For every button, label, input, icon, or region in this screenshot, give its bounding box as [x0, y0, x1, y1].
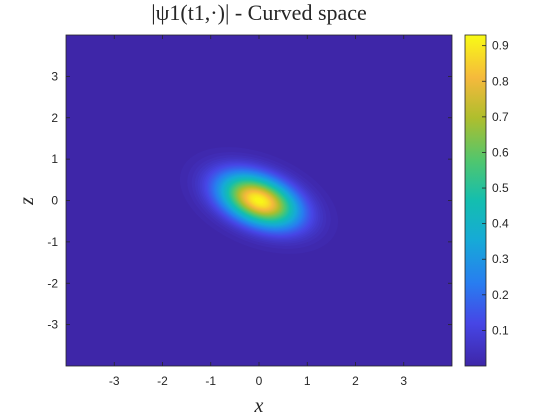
y-tick-label: -2 [47, 276, 58, 290]
colorbar-tick-label: 0.1 [492, 323, 509, 337]
y-tick-label: -1 [47, 235, 58, 249]
colorbar-tick-label: 0.6 [492, 145, 509, 159]
colorbar-tick-label: 0.7 [492, 110, 509, 124]
colorbar-frame [464, 34, 487, 367]
heatmap-level [258, 200, 260, 201]
colorbar-tick-label: 0.9 [492, 39, 509, 53]
x-tick-label: 0 [256, 374, 263, 388]
x-tick-label: 2 [352, 374, 359, 388]
y-tick-label: 0 [51, 194, 58, 208]
colorbar-tick-label: 0.3 [492, 252, 509, 266]
y-axis-label: z [16, 197, 38, 206]
colorbar: 0.1 0.2 0.3 0.4 0.5 0.6 0.7 0.8 0.9 [464, 34, 509, 367]
colorbar-gradient [465, 35, 486, 366]
colorbar-tick-label: 0.5 [492, 181, 509, 195]
x-tick-label: -1 [205, 374, 216, 388]
y-tick-label: -3 [47, 318, 58, 332]
x-tick-label: 1 [304, 374, 311, 388]
x-tick-label: 3 [400, 374, 407, 388]
colorbar-tick-label: 0.4 [492, 217, 509, 231]
x-axis-ticks: -3 -2 -1 0 1 2 3 [109, 35, 407, 388]
y-tick-label: 1 [51, 152, 58, 166]
colorbar-ticks: 0.1 0.2 0.3 0.4 0.5 0.6 0.7 0.8 0.9 [482, 39, 509, 337]
y-axis-ticks: -3 -2 -1 0 1 2 3 [47, 69, 452, 332]
colorbar-tick-label: 0.8 [492, 74, 509, 88]
y-tick-label: 2 [51, 111, 58, 125]
colorbar-tick-label: 0.2 [492, 288, 509, 302]
x-tick-label: -3 [109, 374, 120, 388]
y-tick-label: 3 [51, 69, 58, 83]
chart-title: |ψ1(t1,·)| - Curved space [151, 0, 367, 25]
x-tick-label: -2 [157, 374, 168, 388]
x-axis-label: x [254, 395, 264, 417]
heatmap-field [179, 147, 339, 254]
plot-area: -3 -2 -1 0 1 2 3 -3 -2 -1 0 1 2 3 [47, 34, 453, 388]
